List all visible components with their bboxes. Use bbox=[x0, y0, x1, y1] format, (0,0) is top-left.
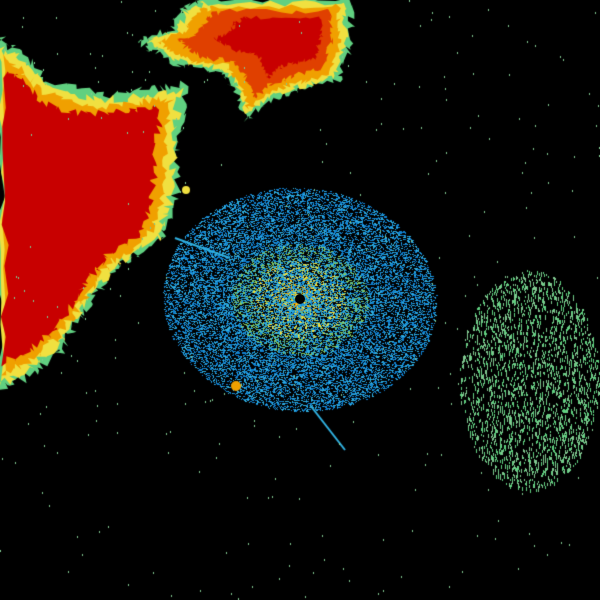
radar-site-marker bbox=[295, 294, 305, 304]
